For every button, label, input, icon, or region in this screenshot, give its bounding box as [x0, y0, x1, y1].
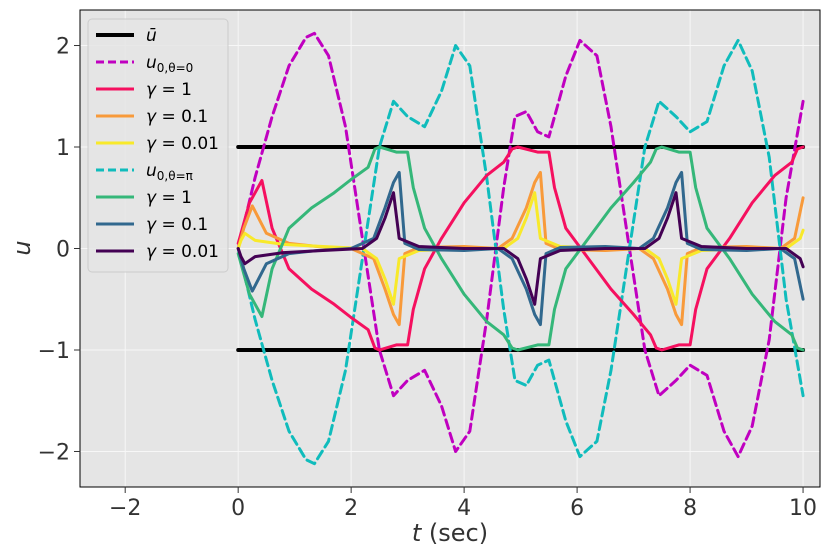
series-line [236, 191, 805, 306]
legend-box [87, 18, 229, 273]
legend-label: γ = 0.1 [146, 107, 208, 127]
y-tick-label: −1 [38, 339, 70, 364]
y-tick-label: 1 [56, 136, 70, 161]
legend-label: γ = 0.01 [146, 134, 219, 154]
legend-label: u0,θ=π [146, 161, 193, 183]
y-tick-labels: −2 −1 0 1 2 [38, 35, 70, 466]
series-line [236, 145, 805, 352]
legend-label: u0,θ=0 [146, 53, 193, 75]
series-line [236, 145, 805, 352]
series-line [236, 31, 805, 459]
x-tick-label: 8 [683, 496, 697, 521]
series-line [236, 38, 805, 466]
legend-label: γ = 0.01 [146, 242, 219, 262]
x-tick-label: −2 [109, 496, 141, 521]
legend-label: γ = 1 [146, 80, 192, 100]
legend: ū u0,θ=0 γ = 1 γ = 0.1 γ = 0.01 u0,θ=π γ = 1 γ … [87, 18, 229, 273]
y-tick-label: 0 [56, 238, 70, 263]
series-line [236, 191, 805, 306]
legend-label: γ = 1 [146, 188, 192, 208]
tick-marks [74, 45, 804, 493]
y-tick-label: 2 [56, 35, 70, 60]
legend-label: γ = 0.1 [146, 215, 208, 235]
x-tick-label: 10 [789, 496, 817, 521]
x-tick-label: 2 [344, 496, 358, 521]
plot-lines [236, 31, 806, 466]
y-tick-label: −2 [38, 440, 70, 465]
x-tick-label: 4 [457, 496, 471, 521]
x-axis-label: t (sec) [412, 519, 488, 547]
x-tick-label: 6 [570, 496, 584, 521]
x-tick-label: 0 [231, 496, 245, 521]
x-tick-labels: −2 0 2 4 6 8 10 [109, 496, 817, 521]
y-axis-label: u [8, 240, 36, 255]
legend-label: ū [146, 26, 157, 46]
